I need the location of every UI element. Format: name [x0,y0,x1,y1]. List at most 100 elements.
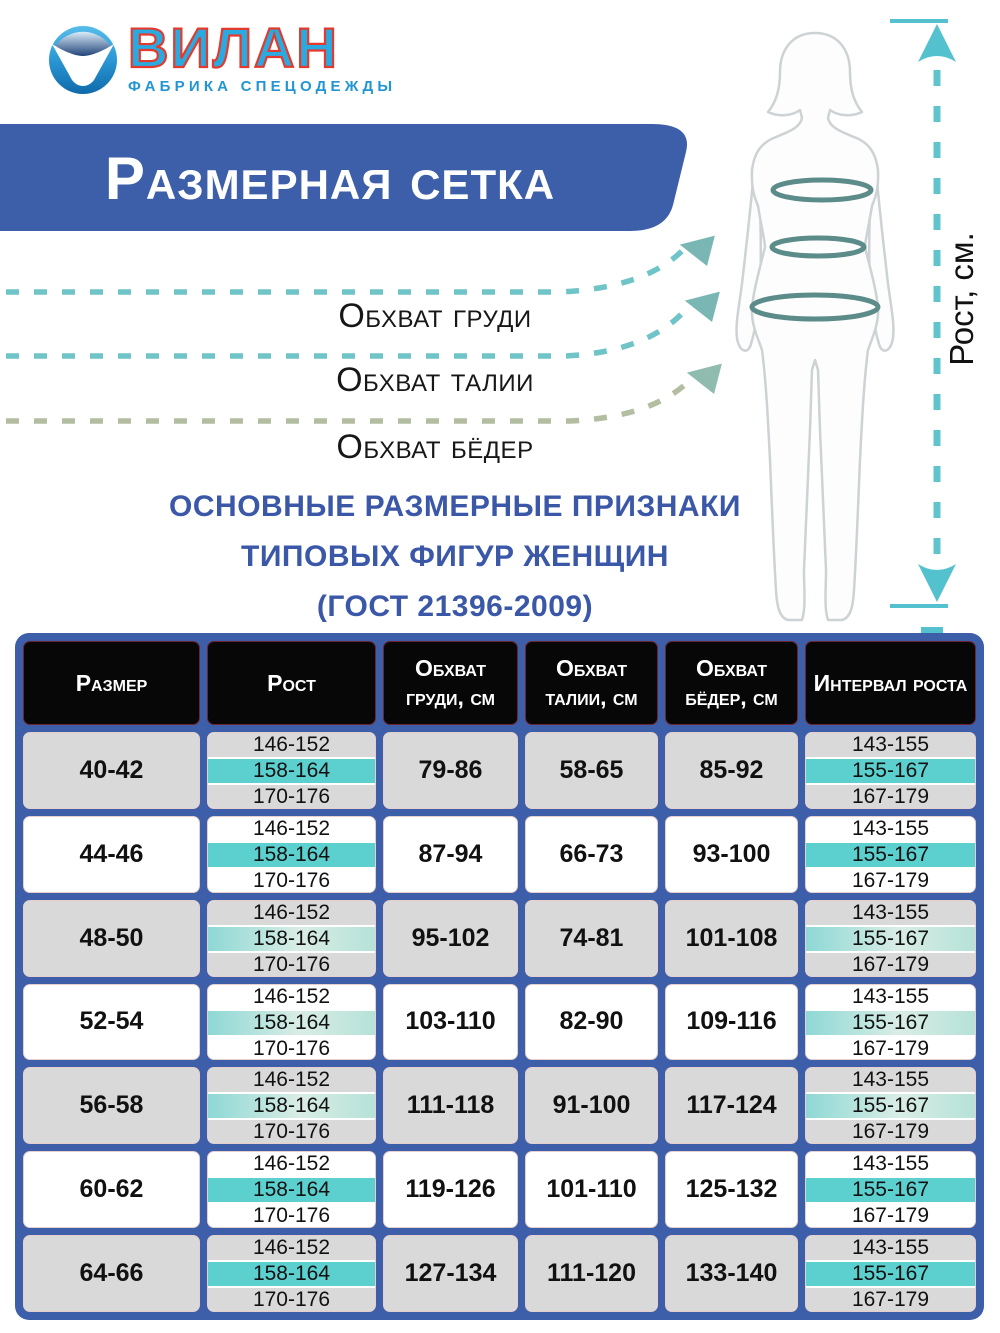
height-cell: 146-152 158-164 170-176 [207,815,376,893]
interval-cell-band: 143-155 [806,900,975,925]
height-cell-band: 146-152 [208,816,375,841]
height-cell-band: 146-152 [208,1152,375,1177]
size-table: Размер Рост Обхват груди, см Обхват талии, … [15,633,984,1320]
chest-cell: 103-110 [383,983,518,1061]
hips-label: Обхват бёдер [336,428,534,466]
height-measure-line [890,19,956,634]
chest-cell: 119-126 [383,1151,518,1229]
waist-cell: 82-90 [525,983,658,1061]
interval-cell-band: 143-155 [806,984,975,1009]
waist-ring [769,235,867,259]
size-cell: 40-42 [23,732,200,809]
interval-cell-band: 167-179 [806,1036,975,1060]
interval-cell-band: 167-179 [806,868,975,892]
interval-cell-band: 143-155 [806,733,975,757]
height-cell-band: 146-152 [208,1068,375,1093]
chest-measure-line [6,235,715,295]
height-cell: 146-152 158-164 170-176 [207,1235,376,1312]
chest-cell: 95-102 [383,899,518,977]
interval-cell-band: 143-155 [806,1236,975,1261]
height-cell-band: 170-176 [208,1204,375,1228]
hips-cell: 125-132 [665,1151,798,1229]
height-cell-band: 158-164 [208,926,375,951]
column-header-4: Обхват бёдер, см [665,641,798,725]
interval-cell-band: 155-167 [806,1262,975,1287]
banner-title: Размерная сетка [104,145,556,212]
height-axis-label: Рост, см. [943,232,980,366]
height-cell-band: 146-152 [208,733,375,757]
waist-cell: 74-81 [525,899,658,977]
waist-cell: 58-65 [525,732,658,809]
interval-cell-band: 167-179 [806,1288,975,1311]
height-cell-band: 158-164 [208,1094,375,1119]
hips-measure-line [6,363,722,424]
column-header-1: Рост [207,641,376,725]
logo-subtitle: ФАБРИКА СПЕЦОДЕЖДЫ [128,78,397,95]
interval-cell-band: 167-179 [806,1204,975,1228]
height-cell-band: 170-176 [208,1120,375,1144]
chest-cell: 87-94 [383,815,518,893]
interval-cell-band: 155-167 [806,1094,975,1119]
interval-cell-band: 143-155 [806,816,975,841]
hips-cell: 93-100 [665,815,798,893]
interval-cell: 143-155 155-167 167-179 [805,815,976,893]
height-cell-band: 158-164 [208,1262,375,1287]
height-cell-band: 146-152 [208,984,375,1009]
height-cell-band: 170-176 [208,952,375,976]
page-title-line1: ОСНОВНЫЕ РАЗМЕРНЫЕ ПРИЗНАКИ [169,490,741,523]
interval-cell: 143-155 155-167 167-179 [805,983,976,1061]
interval-cell-band: 155-167 [806,926,975,951]
hips-cell: 109-116 [665,983,798,1061]
size-cell: 52-54 [23,983,200,1061]
page-title: ОСНОВНЫЕ РАЗМЕРНЫЕ ПРИЗНАКИ ТИПОВЫХ ФИГУ… [105,482,805,632]
hips-ring [749,292,881,322]
interval-cell-band: 155-167 [806,842,975,867]
height-cell-band: 146-152 [208,1236,375,1261]
height-cell-band: 158-164 [208,842,375,867]
interval-cell-band: 143-155 [806,1068,975,1093]
hips-cell: 133-140 [665,1235,798,1312]
column-header-2: Обхват груди, см [383,641,518,725]
vilan-logo-icon [49,26,117,94]
interval-cell-band: 167-179 [806,952,975,976]
height-cell: 146-152 158-164 170-176 [207,1151,376,1229]
logo: ВИЛАН ФАБРИКА СПЕЦОДЕЖДЫ [46,16,397,96]
height-cell-band: 170-176 [208,1036,375,1060]
chest-cell: 111-118 [383,1067,518,1145]
interval-cell-band: 167-179 [806,1120,975,1144]
interval-cell-band: 167-179 [806,785,975,808]
interval-cell: 143-155 155-167 167-179 [805,899,976,977]
height-cell-band: 158-164 [208,1178,375,1203]
size-cell: 60-62 [23,1151,200,1229]
chest-cell: 79-86 [383,732,518,809]
waist-label: Обхват талии [336,361,534,399]
hips-cell: 117-124 [665,1067,798,1145]
female-figure [735,31,895,622]
height-cell-band: 170-176 [208,1288,375,1311]
size-cell: 64-66 [23,1235,200,1312]
size-cell: 48-50 [23,899,200,977]
interval-cell: 143-155 155-167 167-179 [805,732,976,809]
column-header-3: Обхват талии, см [525,641,658,725]
height-cell-band: 170-176 [208,785,375,808]
height-cell: 146-152 158-164 170-176 [207,983,376,1061]
banner-ribbon [0,124,688,231]
interval-cell-band: 155-167 [806,1010,975,1035]
interval-cell: 143-155 155-167 167-179 [805,1151,976,1229]
logo-name: ВИЛАН [127,16,339,79]
page-title-line2: ТИПОВЫХ ФИГУР ЖЕНЩИН [241,540,669,573]
chest-ring [770,177,874,203]
size-cell: 44-46 [23,815,200,893]
column-header-0: Размер [23,641,200,725]
column-header-5: Интервал роста [805,641,976,725]
height-cell: 146-152 158-164 170-176 [207,732,376,809]
waist-cell: 66-73 [525,815,658,893]
height-cell-band: 158-164 [208,1010,375,1035]
waist-cell: 91-100 [525,1067,658,1145]
height-cell-band: 158-164 [208,759,375,783]
interval-cell-band: 155-167 [806,759,975,783]
chest-cell: 127-134 [383,1235,518,1312]
hips-cell: 85-92 [665,732,798,809]
hips-cell: 101-108 [665,899,798,977]
